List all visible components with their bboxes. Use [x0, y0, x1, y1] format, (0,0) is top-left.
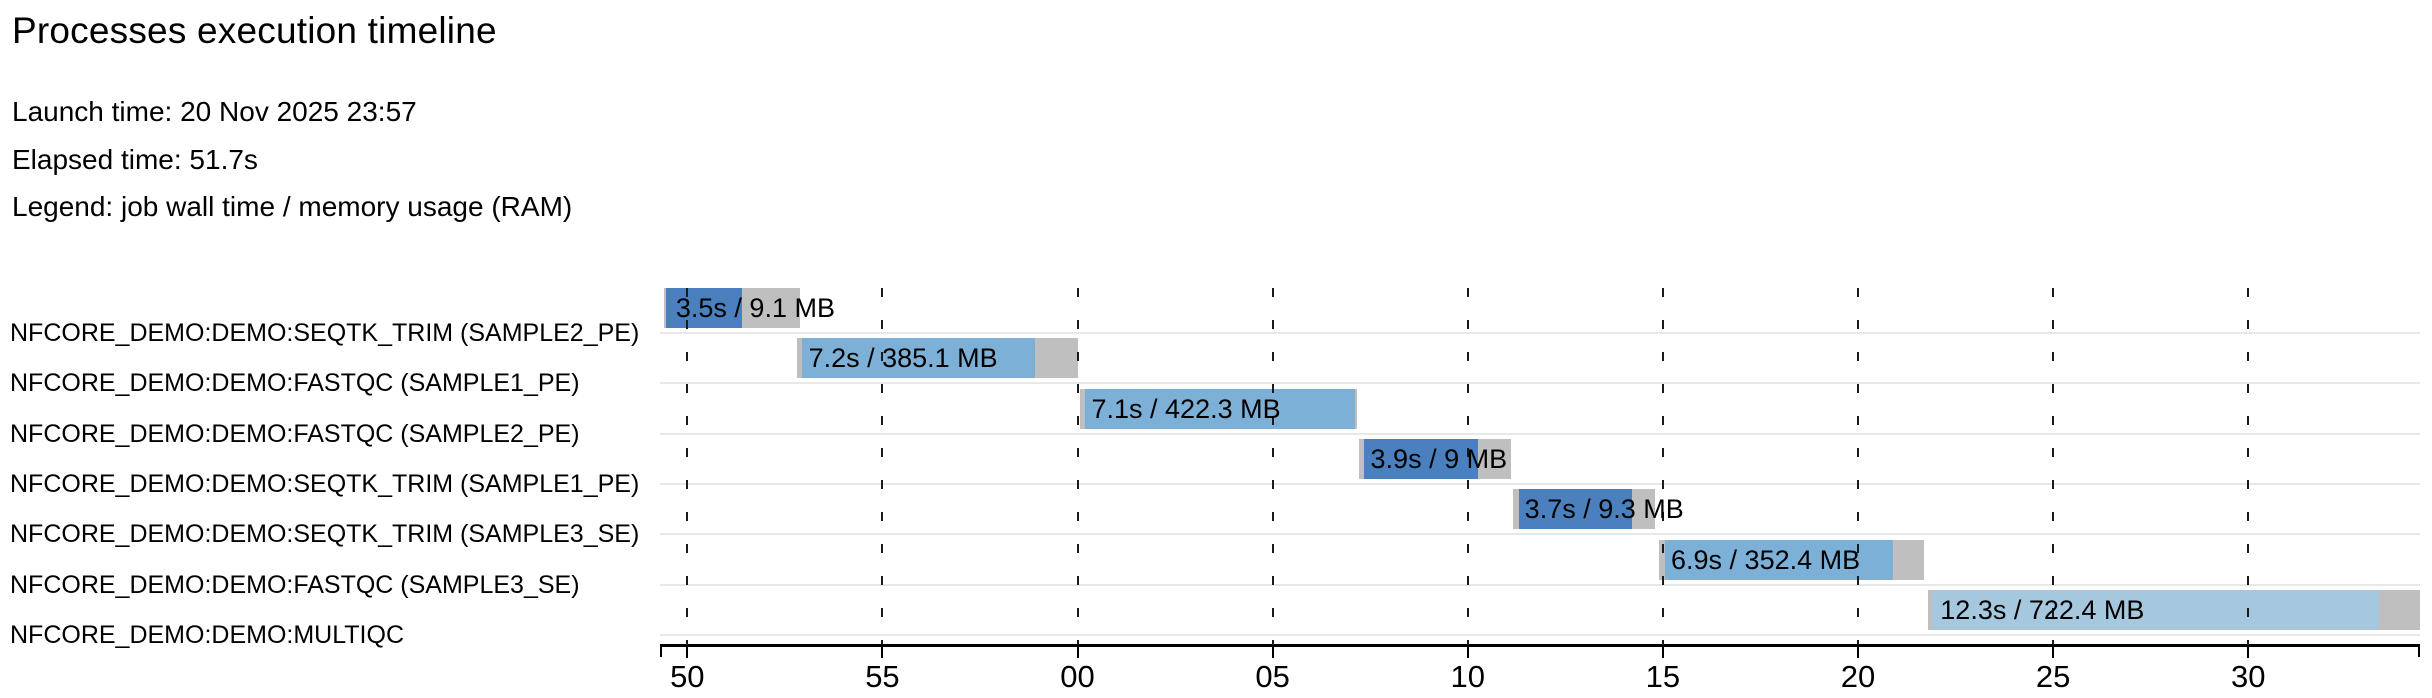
task-bar-run [1664, 539, 1894, 580]
elapsed-time-line: Elapsed time: 51.7s [12, 143, 258, 175]
task-bar-run [802, 338, 1035, 379]
task-bar [1358, 438, 1511, 479]
axis-tick [2052, 645, 2055, 658]
axis-tick [686, 645, 689, 658]
task-bar-run [665, 288, 742, 328]
x-axis [660, 644, 2420, 647]
gridline [1466, 288, 1469, 645]
row-separator [660, 332, 2420, 334]
task-bar [1512, 489, 1656, 530]
task-bar [1659, 539, 1925, 580]
axis-tick-label: 55 [865, 659, 900, 694]
axis-tick-label: 10 [1450, 659, 1486, 694]
axis-tick [881, 645, 884, 658]
launch-time-line: Launch time: 20 Nov 2025 23:57 [12, 96, 417, 127]
axis-tick-label: 25 [2035, 659, 2071, 694]
task-bar-label: 3.7s / 9.3 MB [1524, 494, 1684, 525]
task-bar-run [1085, 388, 1355, 429]
process-label: NFCORE_DEMO:DEMO:FASTQC (SAMPLE2_PE) [10, 419, 580, 448]
gridline [2052, 288, 2055, 645]
task-bar-label: 7.2s / 385.1 MB [808, 343, 998, 374]
axis-tick-label: 15 [1645, 659, 1681, 694]
page-title: Processes execution timeline [12, 10, 497, 51]
gridline [1271, 288, 1274, 645]
gridline [2247, 288, 2250, 645]
row-separator [660, 633, 2420, 636]
task-bar-label: 3.5s / 9.1 MB [675, 293, 835, 323]
row-separator [660, 533, 2420, 536]
task-bar [1928, 589, 2420, 630]
row-separator [660, 482, 2420, 485]
task-bar [796, 338, 1078, 379]
axis-tick [1466, 645, 1469, 658]
axis-tick-label: 30 [2231, 659, 2266, 694]
task-bar-label: 12.3s / 722.4 MB [1940, 594, 2145, 625]
axis-end-cap [660, 645, 662, 657]
axis-tick [1271, 645, 1274, 658]
axis-tick-label: 00 [1060, 659, 1095, 694]
task-bar-label: 6.9s / 352.4 MB [1671, 544, 1861, 575]
process-label: NFCORE_DEMO:DEMO:FASTQC (SAMPLE3_SE) [10, 570, 580, 599]
axis-tick [2247, 645, 2250, 658]
axis-tick-label: 50 [670, 659, 705, 694]
row-separator [660, 382, 2420, 385]
task-bar-label: 7.1s / 422.3 MB [1091, 393, 1281, 424]
task-bar-run [1932, 589, 2379, 630]
gridline [686, 288, 689, 645]
process-label: NFCORE_DEMO:DEMO:FASTQC (SAMPLE1_PE) [10, 369, 580, 398]
gridline [1661, 288, 1664, 645]
gridline [881, 288, 884, 645]
legend-line: Legend: job wall time / memory usage (RA… [12, 191, 573, 222]
axis-tick-label: 05 [1255, 659, 1290, 694]
axis-end-cap [2418, 645, 2420, 657]
process-label: NFCORE_DEMO:DEMO:SEQTK_TRIM (SAMPLE2_PE) [10, 319, 640, 347]
task-bar-label: 3.9s / 9 MB [1370, 443, 1508, 474]
axis-tick [1076, 645, 1079, 658]
gridline [1076, 288, 1079, 645]
task-bar-run [1364, 438, 1478, 479]
task-bar [1079, 388, 1357, 429]
axis-tick-label: 20 [1840, 659, 1876, 694]
process-label: NFCORE_DEMO:DEMO:SEQTK_TRIM (SAMPLE3_SE) [10, 520, 640, 549]
axis-tick [1661, 645, 1664, 658]
task-bar-run [1518, 489, 1632, 530]
gridline [1857, 288, 1860, 645]
row-separator [660, 583, 2420, 586]
process-label: NFCORE_DEMO:DEMO:MULTIQC [10, 620, 404, 649]
process-label: NFCORE_DEMO:DEMO:SEQTK_TRIM (SAMPLE1_PE) [10, 469, 640, 498]
row-separator [660, 432, 2420, 435]
axis-tick [1857, 645, 1860, 658]
report-meta: Launch time: 20 Nov 2025 23:57 Elapsed t… [12, 88, 572, 231]
